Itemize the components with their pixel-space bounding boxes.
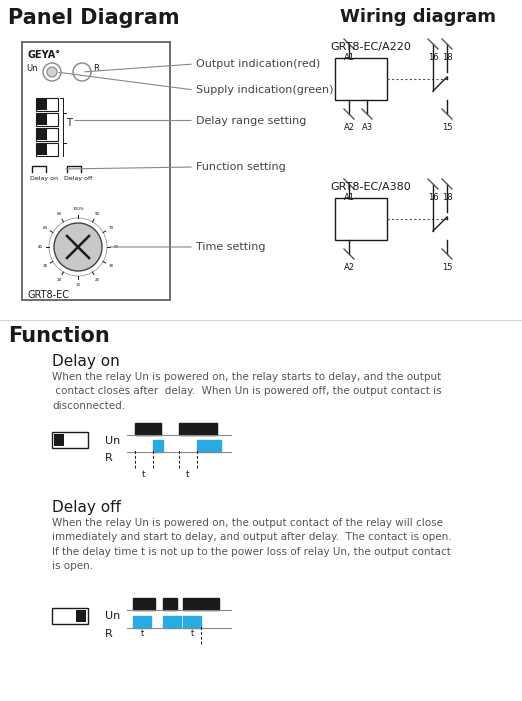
Text: Un: Un	[105, 436, 120, 446]
Text: Delay range setting: Delay range setting	[196, 116, 306, 125]
Bar	[37, 144, 47, 155]
Bar	[183, 598, 219, 610]
Text: 15: 15	[442, 123, 452, 132]
Text: A1: A1	[343, 53, 354, 62]
Text: GRT8-EC/A380: GRT8-EC/A380	[330, 182, 411, 192]
Circle shape	[49, 218, 107, 276]
Bar	[36, 98, 58, 111]
Circle shape	[43, 63, 61, 81]
Text: 100%: 100%	[72, 207, 84, 211]
Bar	[76, 610, 86, 622]
Text: 20: 20	[94, 278, 100, 282]
Text: GRT8-EC: GRT8-EC	[27, 290, 69, 300]
Text: 10: 10	[76, 283, 80, 287]
Circle shape	[54, 223, 102, 271]
Bar	[36, 128, 58, 141]
Text: T: T	[66, 118, 72, 128]
Text: t: t	[142, 470, 146, 479]
Text: GEYA°: GEYA°	[27, 50, 60, 60]
Text: R: R	[105, 453, 113, 463]
Text: A3: A3	[361, 123, 373, 132]
Bar	[163, 598, 177, 610]
Text: Wiring diagram: Wiring diagram	[340, 8, 496, 26]
Text: Supply indication(green): Supply indication(green)	[196, 85, 334, 95]
Text: 18: 18	[442, 193, 452, 202]
Text: A2: A2	[343, 123, 354, 132]
Bar	[37, 114, 47, 125]
Circle shape	[47, 67, 57, 77]
Bar	[133, 616, 151, 628]
Bar	[197, 440, 221, 452]
Text: 15: 15	[442, 263, 452, 272]
Text: When the relay Un is powered on, the relay starts to delay, and the output
 cont: When the relay Un is powered on, the rel…	[52, 372, 442, 411]
Bar	[133, 598, 155, 610]
Text: Delay on: Delay on	[52, 354, 120, 369]
Text: Time setting: Time setting	[196, 242, 266, 252]
Bar	[135, 423, 161, 435]
Text: A1: A1	[343, 193, 354, 202]
Text: 70: 70	[108, 226, 113, 230]
Text: Un: Un	[105, 611, 120, 621]
Bar	[36, 143, 58, 156]
Text: 80: 80	[56, 212, 62, 216]
Text: 18: 18	[442, 53, 452, 62]
Bar	[183, 616, 201, 628]
Text: R: R	[105, 629, 113, 639]
Text: Delay on: Delay on	[30, 176, 58, 181]
Bar	[54, 434, 64, 446]
Text: 30: 30	[42, 264, 48, 268]
Text: Output indication(red): Output indication(red)	[196, 59, 321, 69]
Text: A2: A2	[343, 263, 354, 272]
Bar	[52, 432, 88, 448]
Text: Panel Diagram: Panel Diagram	[8, 8, 180, 28]
Text: R: R	[93, 64, 99, 73]
Text: 90: 90	[94, 212, 100, 216]
Text: 16: 16	[428, 193, 438, 202]
Text: Function setting: Function setting	[196, 162, 286, 172]
Bar	[153, 440, 163, 452]
Bar	[335, 198, 387, 240]
Text: 30: 30	[108, 264, 113, 268]
Text: 50: 50	[113, 245, 118, 249]
Bar	[37, 129, 47, 140]
Text: t: t	[140, 629, 144, 639]
Text: Function: Function	[8, 326, 110, 346]
Text: When the relay Un is powered on, the output contact of the relay will close
imme: When the relay Un is powered on, the out…	[52, 518, 452, 571]
Bar	[179, 423, 217, 435]
Text: 20: 20	[56, 278, 62, 282]
Text: t: t	[186, 470, 190, 479]
Bar	[36, 113, 58, 126]
Text: GRT8-EC/A220: GRT8-EC/A220	[330, 42, 411, 52]
Text: Delay off: Delay off	[64, 176, 92, 181]
Circle shape	[73, 63, 91, 81]
Bar	[163, 616, 181, 628]
Text: Delay off: Delay off	[52, 500, 121, 515]
Text: 40: 40	[38, 245, 43, 249]
Text: 60: 60	[42, 226, 48, 230]
Bar	[335, 58, 387, 100]
Text: 16: 16	[428, 53, 438, 62]
Bar	[52, 608, 88, 624]
Bar	[22, 42, 170, 300]
Bar	[37, 99, 47, 110]
Text: Un: Un	[26, 64, 38, 73]
Text: t: t	[191, 629, 194, 639]
